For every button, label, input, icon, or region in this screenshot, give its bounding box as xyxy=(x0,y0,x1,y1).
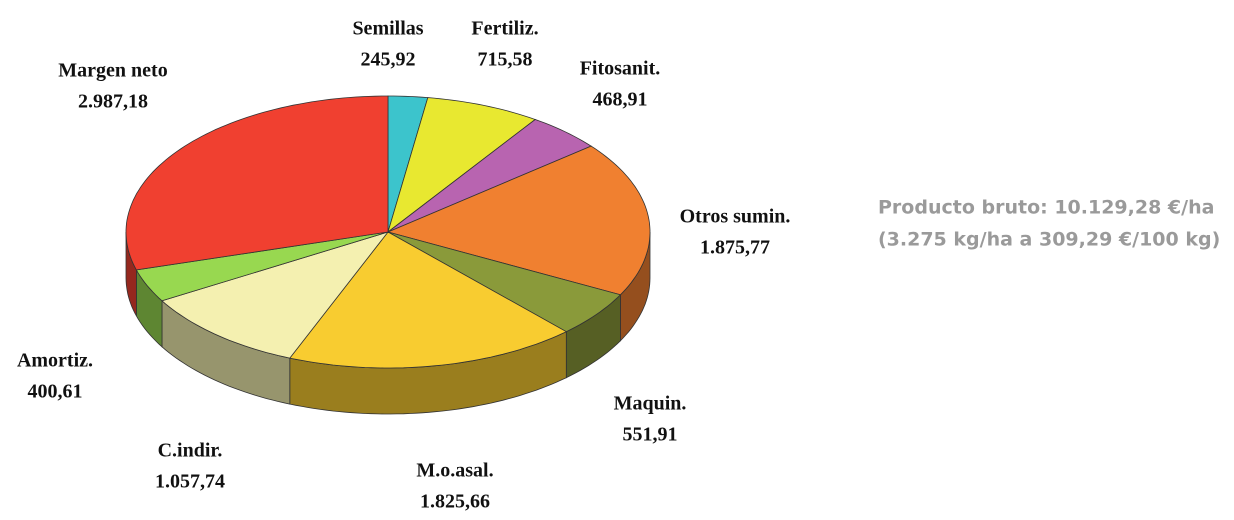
slice xyxy=(387,97,537,234)
value-label: 2.987,18 xyxy=(78,91,148,113)
value-label: 551,91 xyxy=(623,424,678,446)
slice xyxy=(387,231,622,333)
value-label: 1.825,66 xyxy=(420,491,490,513)
slice xyxy=(135,231,389,302)
slice xyxy=(161,231,390,359)
value-label: 245,92 xyxy=(361,49,416,71)
value-label: 468,91 xyxy=(593,89,648,111)
slice-label: Semillas xyxy=(352,18,423,40)
slice xyxy=(125,95,389,271)
slice xyxy=(289,231,568,369)
value-label: 1.875,77 xyxy=(700,237,770,259)
value-label: 400,61 xyxy=(28,381,83,403)
slice-label: Margen neto xyxy=(58,60,167,82)
value-label: 715,58 xyxy=(478,49,533,71)
annotation: Producto bruto: 10.129,28 €/ha xyxy=(878,197,1214,219)
slice-label: C.indir. xyxy=(158,440,223,462)
value-label: 1.057,74 xyxy=(155,471,225,493)
slice xyxy=(387,119,592,233)
slice-label: M.o.asal. xyxy=(416,460,493,482)
slice-label: Fertiliz. xyxy=(471,18,538,40)
annotation: (3.275 kg/ha a 309,29 €/100 kg) xyxy=(878,229,1220,251)
slice-label: Fitosanit. xyxy=(580,58,661,80)
slice xyxy=(386,145,651,296)
slice-label: Maquin. xyxy=(614,393,687,415)
slice-label: Amortiz. xyxy=(17,350,93,372)
slice-label: Otros sumin. xyxy=(680,206,791,228)
